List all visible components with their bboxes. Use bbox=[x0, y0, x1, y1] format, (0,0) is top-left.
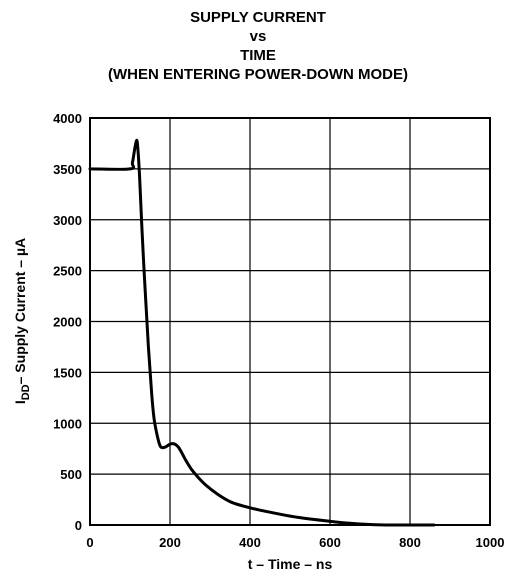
y-axis-label-rest: – Supply Current – µA bbox=[12, 238, 28, 385]
series-line bbox=[88, 138, 436, 527]
grid bbox=[89, 117, 491, 526]
plot-frame bbox=[89, 117, 491, 526]
y-axis-label-i: I bbox=[12, 400, 28, 404]
y-tick-label: 1000 bbox=[53, 416, 82, 431]
y-tick-label: 500 bbox=[60, 467, 82, 482]
title-line-4: (WHEN ENTERING POWER-DOWN MODE) bbox=[108, 66, 408, 83]
y-axis-label: IDD– Supply Current – µA bbox=[12, 238, 32, 404]
title-line-1: SUPPLY CURRENT bbox=[190, 9, 326, 26]
x-tick-label: 0 bbox=[86, 535, 93, 550]
x-tick-label: 400 bbox=[239, 535, 261, 550]
y-tick-label: 2500 bbox=[53, 264, 82, 279]
x-tick-labels: 0 200 400 600 800 1000 bbox=[86, 535, 504, 550]
y-tick-label: 2000 bbox=[53, 315, 82, 330]
y-tick-label: 3500 bbox=[53, 162, 82, 177]
title-line-2: vs bbox=[249, 28, 267, 45]
x-axis-label: t – Time – ns bbox=[248, 556, 333, 572]
x-tick-label: 600 bbox=[319, 535, 341, 550]
x-tick-label: 200 bbox=[159, 535, 181, 550]
y-tick-label: 3000 bbox=[53, 213, 82, 228]
y-axis-label-sub: DD bbox=[20, 384, 32, 400]
x-tick-label: 800 bbox=[399, 535, 421, 550]
chart-title: SUPPLY CURRENT vs TIME (WHEN ENTERING PO… bbox=[0, 8, 516, 84]
y-tick-label: 4000 bbox=[53, 111, 82, 126]
y-tick-label: 1500 bbox=[53, 365, 82, 380]
y-tick-label: 0 bbox=[75, 518, 82, 533]
y-tick-labels: 0 500 1000 1500 2000 2500 3000 3500 4000 bbox=[53, 111, 82, 533]
title-line-3: TIME bbox=[240, 47, 276, 64]
x-tick-label: 1000 bbox=[476, 535, 505, 550]
